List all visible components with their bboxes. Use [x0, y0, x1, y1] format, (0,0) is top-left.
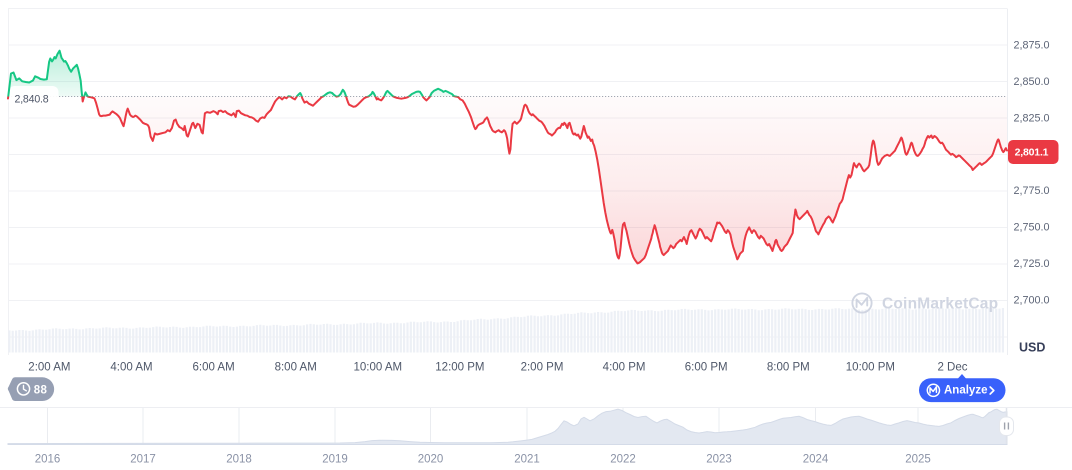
svg-text:CoinMarketCap: CoinMarketCap: [882, 296, 998, 313]
svg-text:USD: USD: [1019, 340, 1045, 354]
svg-text:4:00 AM: 4:00 AM: [110, 362, 152, 374]
svg-text:2020: 2020: [418, 454, 444, 466]
svg-text:2,825.0: 2,825.0: [1014, 113, 1050, 125]
svg-text:2023: 2023: [706, 454, 732, 466]
svg-text:2,801.1: 2,801.1: [1015, 147, 1049, 159]
svg-text:8:00 AM: 8:00 AM: [275, 362, 317, 374]
svg-text:88: 88: [34, 384, 48, 396]
svg-text:6:00 PM: 6:00 PM: [685, 362, 728, 374]
svg-text:2,775.0: 2,775.0: [1014, 185, 1050, 197]
svg-text:2,840.8: 2,840.8: [15, 93, 49, 105]
svg-text:2021: 2021: [514, 454, 540, 466]
svg-text:2022: 2022: [610, 454, 636, 466]
svg-text:2:00 PM: 2:00 PM: [521, 362, 564, 374]
svg-text:2018: 2018: [226, 454, 252, 466]
svg-text:2 Dec: 2 Dec: [937, 362, 967, 374]
svg-text:2,750.0: 2,750.0: [1014, 222, 1050, 234]
svg-text:2017: 2017: [130, 454, 156, 466]
svg-text:2:00 AM: 2:00 AM: [28, 362, 70, 374]
svg-text:2,875.0: 2,875.0: [1014, 40, 1050, 52]
svg-text:10:00 AM: 10:00 AM: [354, 362, 403, 374]
svg-text:2024: 2024: [803, 454, 829, 466]
svg-text:8:00 PM: 8:00 PM: [767, 362, 810, 374]
svg-text:4:00 PM: 4:00 PM: [603, 362, 646, 374]
svg-text:6:00 AM: 6:00 AM: [192, 362, 234, 374]
svg-text:2,850.0: 2,850.0: [1014, 76, 1050, 88]
svg-text:Analyze: Analyze: [944, 385, 987, 397]
svg-text:2019: 2019: [322, 454, 348, 466]
svg-text:12:00 PM: 12:00 PM: [435, 362, 484, 374]
svg-text:2025: 2025: [905, 454, 931, 466]
svg-text:10:00 PM: 10:00 PM: [846, 362, 895, 374]
svg-text:2016: 2016: [35, 454, 61, 466]
svg-text:2,725.0: 2,725.0: [1014, 258, 1050, 270]
svg-text:2,700.0: 2,700.0: [1014, 295, 1050, 307]
